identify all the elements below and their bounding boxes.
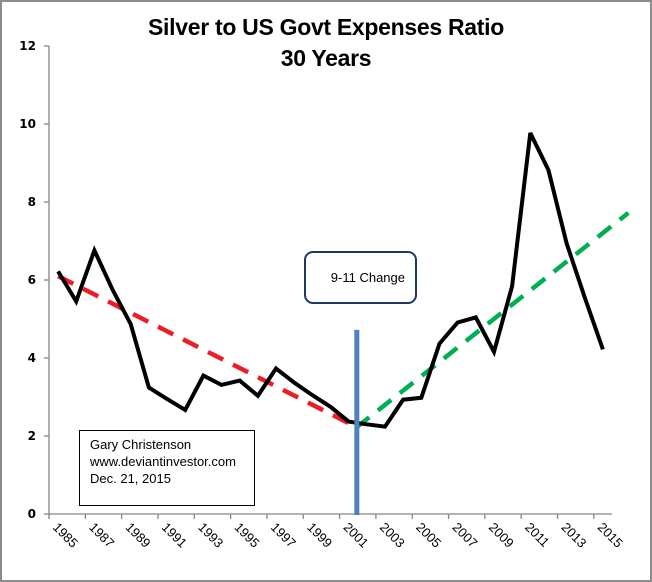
x-tick-label: 2011 (522, 520, 552, 550)
y-tick-label: 12 (19, 39, 36, 53)
y-tick-label: 6 (28, 273, 36, 287)
y-tick-label: 10 (19, 117, 36, 131)
x-tick-label: 1987 (86, 520, 117, 551)
x-tick-label: 1993 (195, 520, 226, 551)
y-tick-label: 8 (28, 195, 36, 209)
x-tick-label: 2003 (377, 520, 408, 551)
callout-text: 9-11 Change (330, 270, 405, 285)
series-line (56, 132, 605, 429)
x-tick-label: 2005 (413, 520, 444, 551)
x-tick-label: 2013 (558, 520, 589, 551)
chart-subtitle: 30 Years (280, 45, 372, 71)
x-tick-label: 1991 (159, 520, 190, 551)
x-tick-label: 1989 (123, 520, 154, 551)
x-tick-label: 2001 (341, 520, 372, 551)
x-tick-label: 1997 (268, 520, 299, 551)
x-tick-label: 2007 (450, 520, 481, 551)
x-tick-label: 1995 (232, 520, 263, 551)
credit-website: www.deviantinvestor.com (90, 454, 236, 469)
x-tick-label: 2009 (486, 520, 517, 551)
chart-title: Silver to US Govt Expenses Ratio 30 Year… (0, 12, 652, 74)
nine-eleven-callout: 9-11 Change (304, 251, 417, 304)
chart-title-main: Silver to US Govt Expenses Ratio (148, 14, 504, 40)
credit-date: Dec. 21, 2015 (90, 471, 171, 486)
credit-box: Gary Christenson www.deviantinvestor.com… (79, 430, 255, 506)
x-tick-label: 2015 (595, 520, 626, 551)
y-tick-label: 0 (28, 507, 36, 521)
credit-author: Gary Christenson (90, 437, 192, 452)
y-tick-label: 2 (28, 429, 36, 443)
rise-trend-line (354, 211, 630, 430)
y-tick-label: 4 (28, 351, 36, 365)
x-tick-label: 1999 (304, 520, 335, 551)
x-tick-label: 1985 (50, 520, 81, 551)
